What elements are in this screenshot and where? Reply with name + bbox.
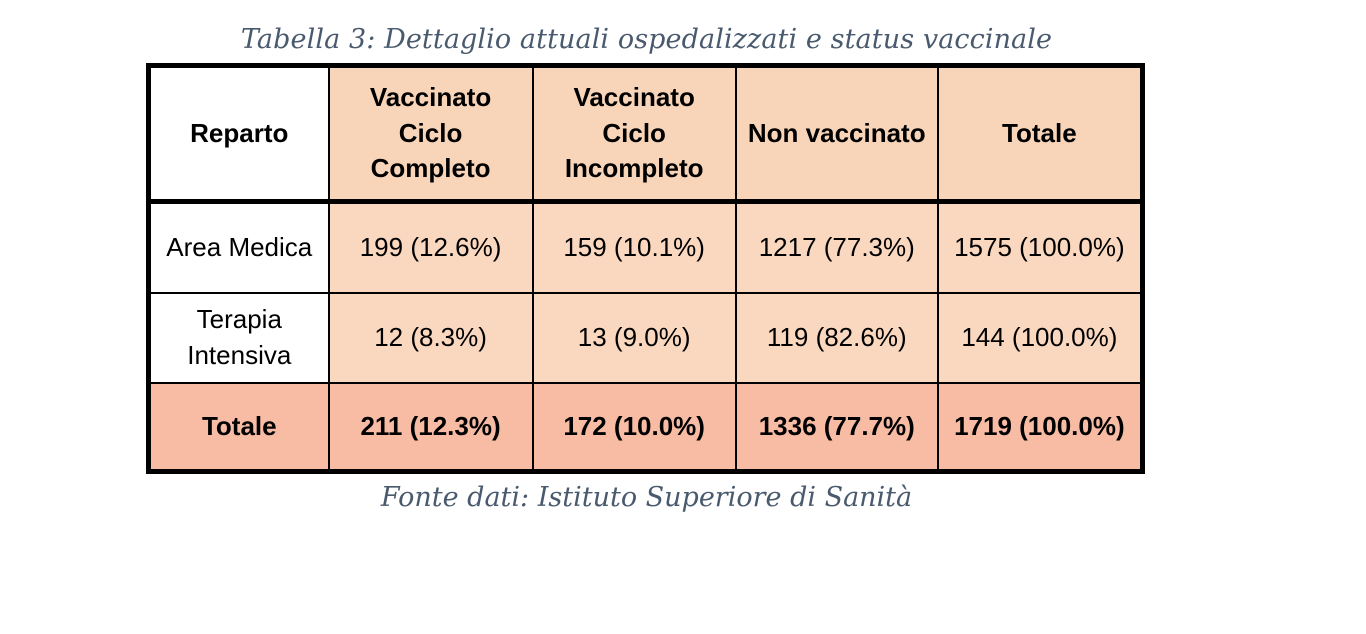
- table-cell: 1217 (77.3%): [734, 200, 939, 294]
- hospitalization-table: Reparto Vaccinato Ciclo Completo Vaccina…: [146, 63, 1145, 474]
- header-vaccinato-incompleto: Vaccinato Ciclo Incompleto: [531, 64, 737, 204]
- table-cell: 12 (8.3%): [327, 292, 534, 384]
- total-label: Totale: [147, 382, 330, 473]
- table-cell: 144 (100.0%): [936, 292, 1144, 384]
- total-cell: 1336 (77.7%): [734, 382, 939, 473]
- table-cell: 1575 (100.0%): [936, 200, 1144, 294]
- table-row-totale: Totale 211 (12.3%) 172 (10.0%) 1336 (77.…: [147, 382, 1144, 473]
- table-caption: Tabella 3: Dettaglio attuali ospedalizza…: [240, 24, 1053, 55]
- row-label: Area Medica: [147, 200, 330, 294]
- table-row-area-medica: Area Medica 199 (12.6%) 159 (10.1%) 1217…: [147, 200, 1144, 294]
- table-row-terapia-intensiva: Terapia Intensiva 12 (8.3%) 13 (9.0%) 11…: [147, 292, 1144, 384]
- table-cell: 199 (12.6%): [327, 200, 534, 294]
- total-cell: 1719 (100.0%): [936, 382, 1144, 473]
- header-non-vaccinato: Non vaccinato: [734, 64, 939, 204]
- header-vaccinato-completo: Vaccinato Ciclo Completo: [327, 64, 534, 204]
- header-row: Reparto Vaccinato Ciclo Completo Vaccina…: [147, 64, 1144, 204]
- total-cell: 211 (12.3%): [327, 382, 534, 473]
- source-note: Fonte dati: Istituto Superiore di Sanità: [380, 482, 913, 513]
- row-label: Terapia Intensiva: [147, 292, 330, 384]
- total-cell: 172 (10.0%): [531, 382, 737, 473]
- table-cell: 13 (9.0%): [531, 292, 737, 384]
- header-reparto: Reparto: [147, 64, 330, 204]
- table-cell: 159 (10.1%): [531, 200, 737, 294]
- header-totale: Totale: [936, 64, 1144, 204]
- table-cell: 119 (82.6%): [734, 292, 939, 384]
